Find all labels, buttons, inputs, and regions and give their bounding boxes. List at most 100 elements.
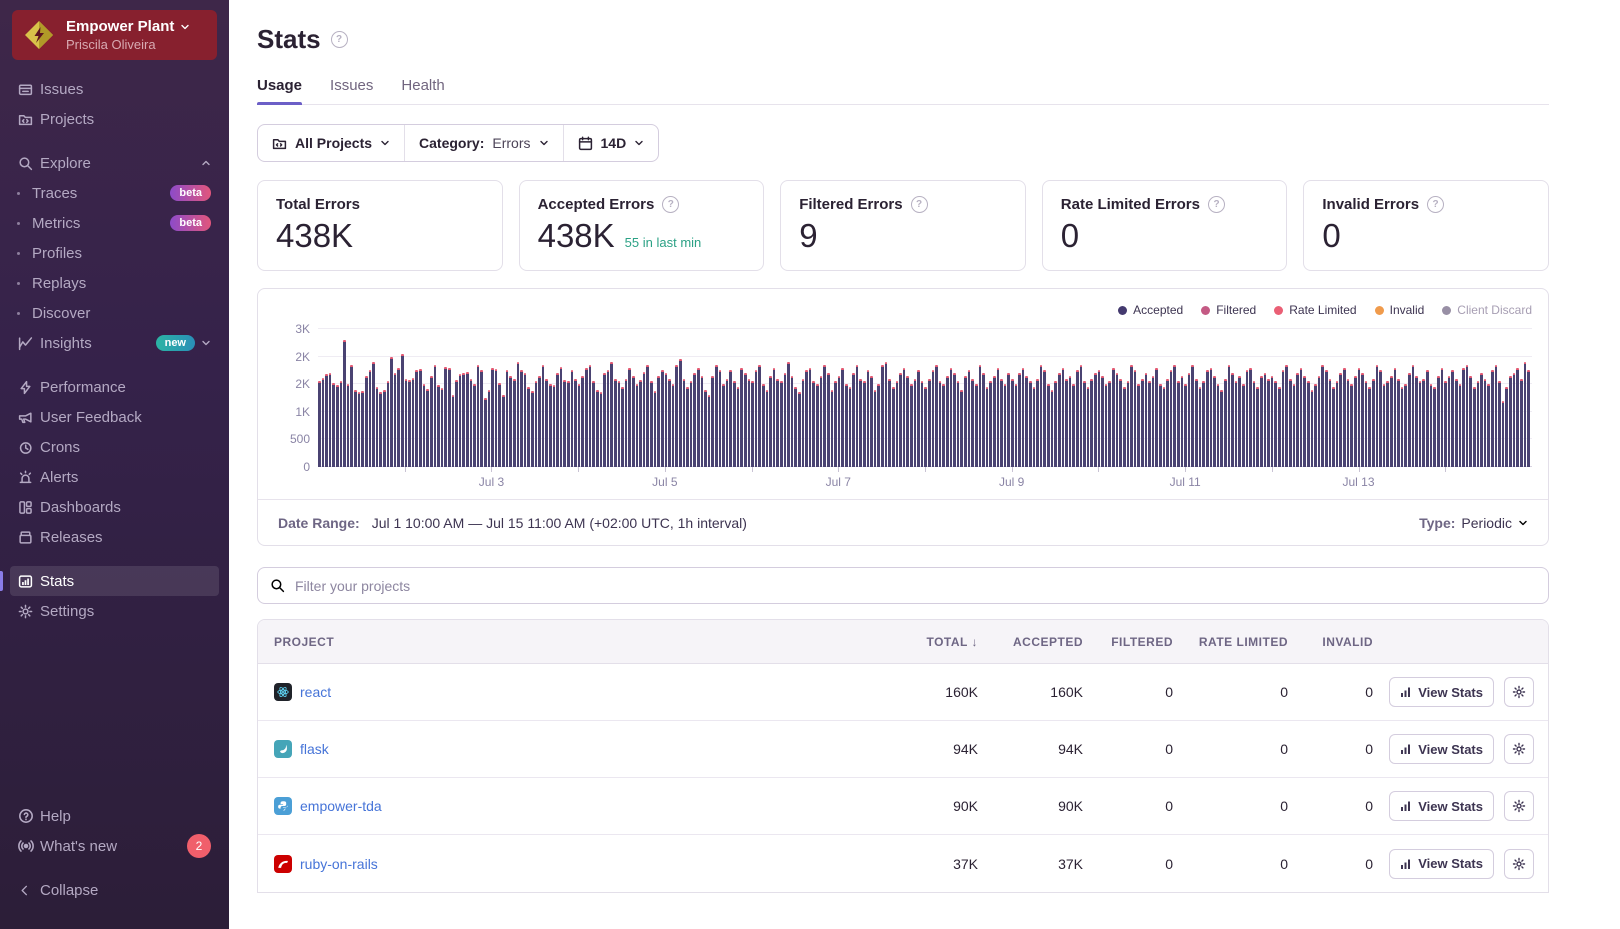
view-stats-button[interactable]: View Stats [1389, 734, 1494, 764]
project-link[interactable]: react [300, 684, 332, 700]
org-switcher[interactable]: Empower Plant Priscila Oliveira [12, 10, 217, 60]
sidebar-collapse-button[interactable]: Collapse [10, 875, 219, 905]
project-link[interactable]: empower-tda [300, 798, 382, 814]
bar [1346, 378, 1350, 467]
y-tick-label: 2K [295, 377, 310, 392]
col-rate-limited[interactable]: Rate Limited [1198, 634, 1288, 649]
bar [613, 378, 617, 467]
bar [1000, 378, 1003, 467]
bar [357, 392, 361, 467]
bar [397, 367, 401, 467]
project-link[interactable]: flask [300, 741, 329, 757]
project-settings-button[interactable] [1504, 848, 1534, 879]
help-icon[interactable]: ? [1427, 196, 1445, 213]
legend-item[interactable]: Client Discard [1442, 303, 1532, 317]
help-icon[interactable]: ? [662, 196, 680, 213]
sidebar-item-alerts[interactable]: Alerts [10, 462, 219, 492]
bar [682, 378, 686, 467]
help-icon[interactable]: ? [1208, 196, 1225, 213]
bar [1393, 367, 1397, 467]
project-settings-button[interactable] [1504, 677, 1534, 707]
sidebar-item-label: Collapse [40, 881, 99, 899]
bar [1191, 364, 1195, 467]
sidebar-item-discover[interactable]: Discover [10, 298, 219, 328]
view-stats-button[interactable]: View Stats [1389, 677, 1494, 707]
col-total[interactable]: Total ↓ [926, 634, 978, 649]
tab-issues[interactable]: Issues [330, 77, 374, 94]
bar [1148, 381, 1151, 467]
date-range-value: 14D [600, 135, 627, 151]
sidebar-item-profiles[interactable]: Profiles [10, 238, 219, 268]
sidebar-item-user-feedback[interactable]: User Feedback [10, 402, 219, 432]
bar [1501, 400, 1505, 467]
page-help-icon[interactable]: ? [330, 31, 348, 48]
bar [458, 374, 462, 467]
bar [1368, 386, 1371, 467]
new-badge: new [155, 335, 195, 351]
bar [530, 390, 534, 467]
sidebar-item-stats[interactable]: Stats [0, 566, 219, 596]
bar [465, 372, 469, 467]
bar [567, 381, 570, 467]
bar [696, 367, 700, 467]
bar [1202, 381, 1205, 467]
sidebar-item-performance[interactable]: Performance [10, 372, 219, 402]
bar [599, 392, 603, 467]
project-filter-dropdown[interactable]: All Projects [258, 125, 404, 161]
bar [859, 378, 863, 467]
bar [1119, 378, 1122, 467]
sidebar-item-projects[interactable]: Projects [10, 104, 219, 134]
category-filter-dropdown[interactable]: Category: Errors [404, 125, 562, 161]
chevron-down-icon [1519, 520, 1527, 525]
bar-group [318, 329, 1532, 467]
type-dropdown[interactable]: Type: Periodic [1419, 515, 1528, 531]
bar [1122, 386, 1126, 467]
bar [343, 340, 346, 467]
y-tick-label: 3K [295, 322, 310, 336]
tab-health[interactable]: Health [401, 77, 445, 94]
bar [1483, 378, 1487, 467]
sidebar-item-replays[interactable]: Replays [10, 268, 219, 298]
legend-item[interactable]: Accepted [1118, 303, 1183, 317]
legend-item[interactable]: Rate Limited [1274, 303, 1357, 317]
bar [585, 367, 588, 467]
sidebar-item-crons[interactable]: Crons [10, 432, 219, 462]
sidebar-item-settings[interactable]: Settings [10, 596, 219, 626]
col-accepted[interactable]: Accepted [1012, 634, 1083, 649]
sidebar-item-help[interactable]: Help [10, 801, 219, 831]
sidebar-item-traces[interactable]: Traces beta [10, 178, 219, 208]
sidebar-item-whats-new[interactable]: What's new 2 [10, 831, 219, 861]
project-settings-button[interactable] [1504, 734, 1534, 764]
sidebar-item-issues[interactable]: Issues [10, 74, 219, 104]
bar [949, 367, 953, 467]
bar [1465, 364, 1469, 467]
view-stats-button[interactable]: View Stats [1389, 848, 1494, 879]
legend-item[interactable]: Filtered [1201, 303, 1256, 317]
legend-item[interactable]: Invalid [1374, 303, 1424, 317]
col-invalid[interactable]: Invalid [1322, 634, 1373, 649]
tab-usage[interactable]: Usage [257, 77, 303, 105]
sidebar-item-releases[interactable]: Releases [10, 522, 219, 552]
sidebar-item-explore[interactable]: Explore [10, 148, 219, 178]
view-stats-button[interactable]: View Stats [1389, 791, 1494, 821]
sidebar-item-metrics[interactable]: Metrics beta [10, 208, 219, 238]
sidebar-item-insights[interactable]: Insights new [10, 328, 219, 358]
bar [1310, 389, 1314, 467]
date-range-dropdown[interactable]: 14D [562, 125, 659, 161]
cell-total: 90K [953, 798, 978, 814]
x-tick [1011, 467, 1013, 472]
org-user: Priscila Oliveira [66, 37, 156, 52]
help-icon[interactable]: ? [910, 196, 928, 213]
sidebar-item-dashboards[interactable]: Dashboards [10, 492, 219, 522]
bar [1260, 375, 1263, 467]
bar [765, 389, 769, 467]
sidebar-item-label: Discover [32, 304, 91, 322]
search-input[interactable] [295, 577, 1536, 594]
bar [502, 395, 505, 467]
bar [1068, 375, 1072, 467]
col-filtered[interactable]: Filtered [1111, 634, 1173, 649]
project-link[interactable]: ruby-on-rails [300, 855, 378, 872]
bar [1133, 370, 1137, 467]
col-project[interactable]: Project [274, 634, 335, 649]
project-settings-button[interactable] [1504, 791, 1534, 821]
